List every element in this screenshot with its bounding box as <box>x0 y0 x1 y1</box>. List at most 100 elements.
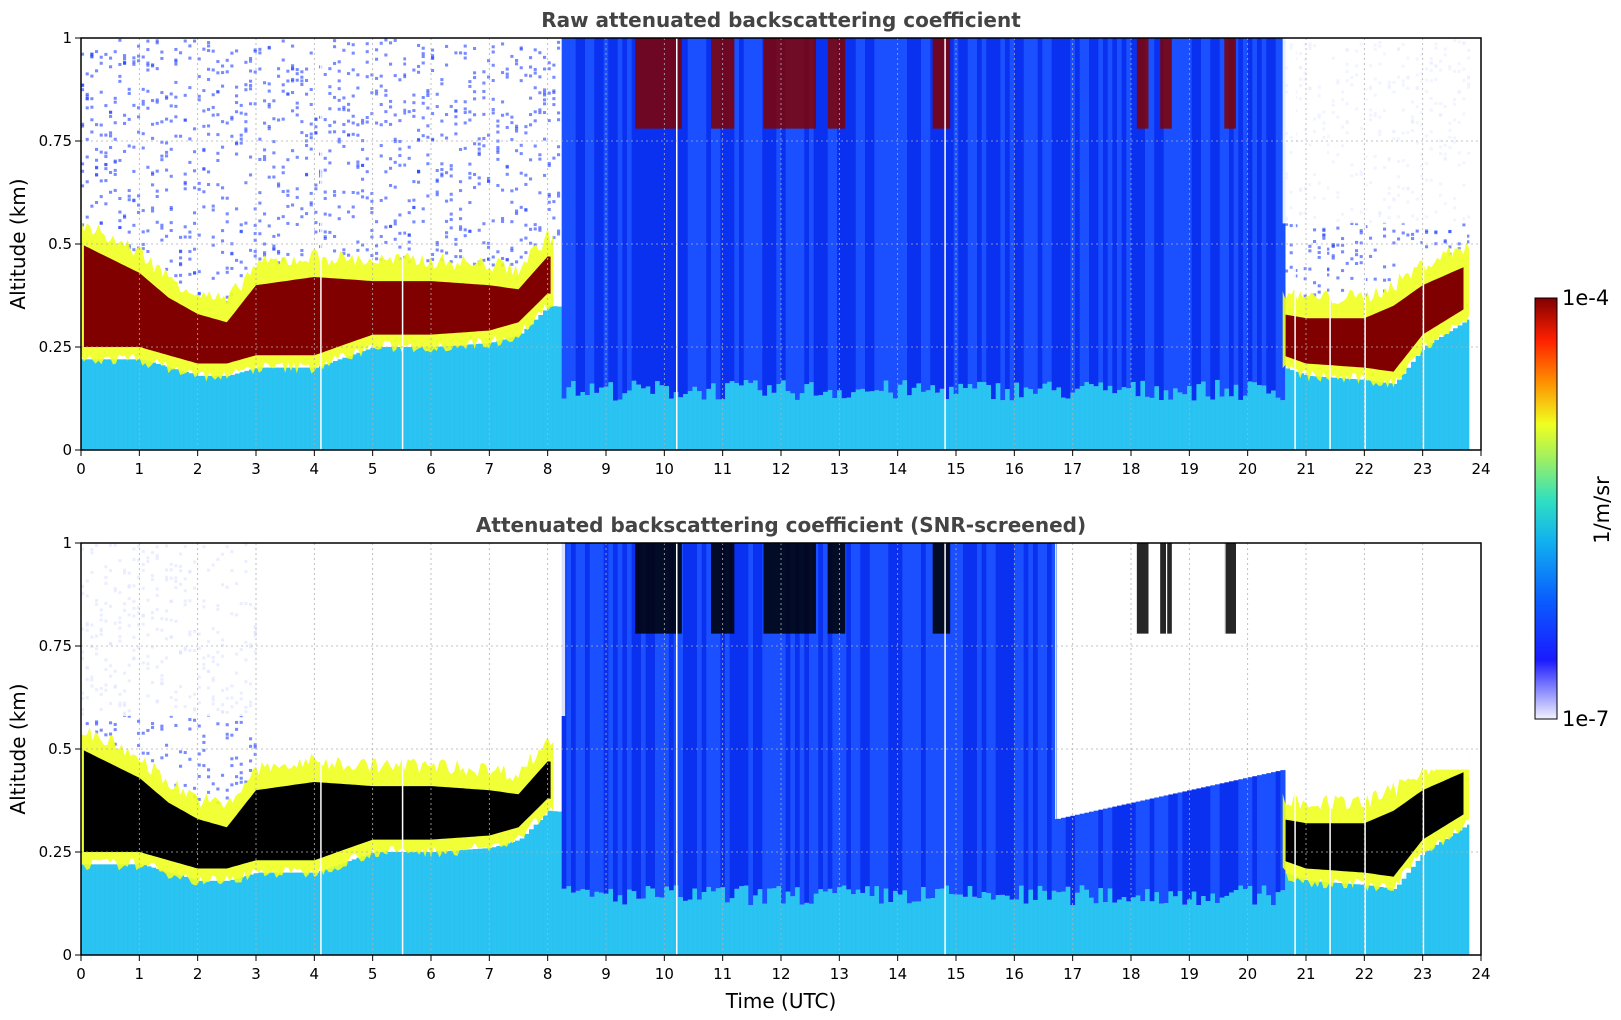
noise-pixel <box>552 156 556 160</box>
noise-pixel <box>221 186 225 190</box>
surface-band <box>995 383 1001 450</box>
noise-pixel <box>272 140 276 144</box>
surface-band <box>533 824 539 955</box>
noise-pixel <box>389 157 393 161</box>
noise-pixel <box>235 207 239 211</box>
noise-pixel <box>132 56 136 60</box>
mid-band <box>762 38 768 396</box>
noise-pixel <box>314 221 318 225</box>
noise-pixel <box>505 165 509 169</box>
noise-pixel <box>202 734 206 738</box>
noise-pixel <box>543 173 547 177</box>
surface-band <box>272 872 278 955</box>
mid-band <box>972 543 978 897</box>
mid-band <box>1065 38 1071 399</box>
surface-band <box>174 874 180 955</box>
surface-band <box>1154 386 1160 450</box>
surface-band <box>907 395 913 450</box>
mid-band <box>986 543 992 894</box>
noise-pixel <box>417 64 421 68</box>
noise-pixel <box>547 194 551 198</box>
noise-pixel <box>197 724 201 728</box>
noise-pixel <box>127 87 131 91</box>
surface-band <box>323 869 329 955</box>
mid-band <box>1215 38 1221 380</box>
surface-band <box>1462 827 1468 955</box>
surface-band <box>463 849 469 955</box>
noise-pixel <box>398 78 402 82</box>
noise-pixel <box>529 74 533 78</box>
mid-band <box>860 543 866 893</box>
mid-band <box>1075 38 1081 389</box>
surface-band <box>244 875 250 955</box>
noise-pixel <box>482 89 486 93</box>
noise-pixel <box>519 66 523 70</box>
noise-pixel <box>1448 245 1452 249</box>
surface-band <box>501 339 507 450</box>
noise-pixel <box>454 122 458 126</box>
mid-band <box>795 38 801 400</box>
noise-pixel <box>244 221 248 225</box>
surface-band <box>734 888 740 955</box>
noise-pixel <box>468 80 472 84</box>
noise-pixel <box>197 774 201 778</box>
surface-band <box>1168 891 1174 955</box>
noise-pixel <box>1425 230 1429 234</box>
surface-band <box>375 347 381 450</box>
mid-band <box>1205 38 1211 397</box>
noise-pixel <box>160 154 164 158</box>
noise-pixel <box>1327 247 1331 251</box>
noise-pixel <box>85 180 89 184</box>
surface-band <box>1341 378 1347 450</box>
x-tick-label: 2 <box>193 460 203 478</box>
noise-pixel <box>95 158 99 162</box>
noise-pixel <box>496 184 500 188</box>
noise-pixel <box>375 76 379 80</box>
noise-pixel <box>244 780 248 784</box>
noise-pixel <box>253 48 257 52</box>
noise-pixel <box>333 61 337 65</box>
surface-band <box>762 395 768 450</box>
noise-pixel <box>468 84 472 88</box>
noise-pixel <box>370 207 374 211</box>
surface-band <box>697 391 703 450</box>
noise-pixel <box>463 121 467 125</box>
noise-pixel <box>309 122 313 126</box>
noise-pixel <box>323 72 327 76</box>
noise-pixel <box>552 216 556 220</box>
mid-band <box>897 38 903 385</box>
mid-band <box>869 38 875 392</box>
mid-band <box>683 38 689 395</box>
noise-pixel <box>300 131 304 135</box>
data-gap <box>1329 38 1331 450</box>
noise-pixel <box>529 158 533 162</box>
surface-band <box>277 367 283 450</box>
surface-band <box>935 392 941 450</box>
noise-pixel <box>127 189 131 193</box>
surface-band <box>930 385 936 450</box>
surface-band <box>305 872 311 955</box>
x-tick-label: 19 <box>1180 965 1199 983</box>
noise-pixel <box>193 169 197 173</box>
surface-band <box>795 399 801 450</box>
surface-band <box>165 871 171 955</box>
noise-pixel <box>109 134 113 138</box>
noise-pixel <box>487 75 491 79</box>
mid-band <box>622 543 628 905</box>
mid-band <box>1056 818 1062 893</box>
noise-pixel <box>104 151 108 155</box>
mid-band <box>995 38 1001 384</box>
noise-pixel <box>412 220 416 224</box>
mid-band <box>1028 543 1034 890</box>
noise-pixel <box>375 251 379 255</box>
noise-pixel <box>323 236 327 240</box>
mid-band <box>1149 38 1155 398</box>
noise-pixel <box>347 133 351 137</box>
noise-pixel <box>151 122 155 126</box>
x-tick-label: 22 <box>1355 460 1374 478</box>
mid-band <box>883 38 889 381</box>
surface-band <box>813 893 819 955</box>
noise-pixel <box>263 121 267 125</box>
x-tick-label: 18 <box>1121 965 1140 983</box>
mid-band <box>851 38 857 393</box>
